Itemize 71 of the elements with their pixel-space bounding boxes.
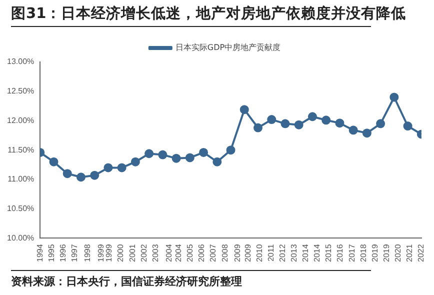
x-tick-label: 2004 <box>174 244 183 262</box>
x-tick-label: 2009 <box>232 244 242 262</box>
x-tick-label: 1997 <box>70 244 80 262</box>
x-tick-label: 1999 <box>96 244 106 262</box>
x-tick-label: 2020 <box>393 244 402 262</box>
point <box>158 150 168 160</box>
x-tick-label: 2017 <box>347 244 356 262</box>
point <box>76 172 86 182</box>
x-tick-label: 2013 <box>290 244 299 262</box>
point <box>240 105 249 114</box>
point <box>348 126 358 135</box>
point <box>362 128 372 138</box>
point <box>172 154 181 163</box>
y-tick-label: 10.00% <box>6 233 34 242</box>
y-tick-label: 12.50% <box>6 86 34 96</box>
x-tick-label: 2022 <box>416 244 426 262</box>
point <box>212 157 222 166</box>
x-tick-label: 1996 <box>58 244 68 262</box>
x-tick-label: 2011 <box>266 244 276 262</box>
point <box>254 123 262 132</box>
point <box>185 153 194 162</box>
x-tick-label: 2019 <box>382 244 391 262</box>
x-tick-label: 2007 <box>208 244 218 262</box>
x-tick-label: 2015 <box>324 244 334 262</box>
x-tick-label: 2005 <box>186 244 195 262</box>
y-tick-label: 12.00% <box>6 116 34 125</box>
x-tick-label: 2016 <box>336 244 345 262</box>
point <box>376 119 386 128</box>
point <box>335 118 344 128</box>
point <box>49 157 58 166</box>
x-tick-label: 2004 <box>164 244 174 262</box>
x-tick-label: 2001 <box>128 244 137 262</box>
x-tick-label: 2002 <box>139 244 148 262</box>
point <box>322 116 331 125</box>
chart-title: 图31：日本经济增长低迷，地产对房地产依赖度并没有降低 <box>11 4 406 24</box>
x-tick-label: 1998 <box>82 244 92 262</box>
y-tick-label: 13.00% <box>6 57 34 66</box>
x-tick-label: 2003 <box>151 244 160 262</box>
x-tick-label: 2014 <box>301 244 310 262</box>
point <box>267 115 276 124</box>
x-tick-label: 1994 <box>35 244 44 262</box>
x-tick-label: 2012 <box>278 244 287 262</box>
point <box>104 163 113 172</box>
point <box>199 148 208 157</box>
point <box>308 112 317 122</box>
y-tick-label: 10.50% <box>6 204 34 214</box>
x-tick-label: 1999 <box>104 244 114 262</box>
x-tick-label: 2018 <box>358 244 368 262</box>
x-tick-label: 2008 <box>220 244 230 262</box>
x-tick-label: 2010 <box>254 244 264 262</box>
text: 资料来源：日本央行，国信证券经济研究所整理 <box>11 270 371 289</box>
x-tick-label: 2009 <box>243 244 252 262</box>
point <box>403 122 412 131</box>
point <box>226 146 236 155</box>
point <box>280 119 290 128</box>
x-tick-label: 1995 <box>46 244 56 262</box>
point <box>62 169 72 178</box>
x-tick-label: 2000 <box>116 244 126 262</box>
point <box>390 92 399 102</box>
point <box>144 149 154 158</box>
x-tick-label: 2014 <box>312 244 322 262</box>
y-tick-label: 11.50% <box>8 145 34 154</box>
point <box>130 157 140 166</box>
y-tick-label: 11.00% <box>8 174 34 184</box>
point <box>294 120 304 130</box>
point <box>90 170 100 180</box>
x-tick-label: 2019 <box>370 244 380 262</box>
x-tick-label: 2021 <box>405 244 414 262</box>
point <box>117 163 126 172</box>
legend-label: 日本实际GDP中房地产贡献度 <box>175 43 281 52</box>
x-tick-label: 2006 <box>197 244 206 262</box>
